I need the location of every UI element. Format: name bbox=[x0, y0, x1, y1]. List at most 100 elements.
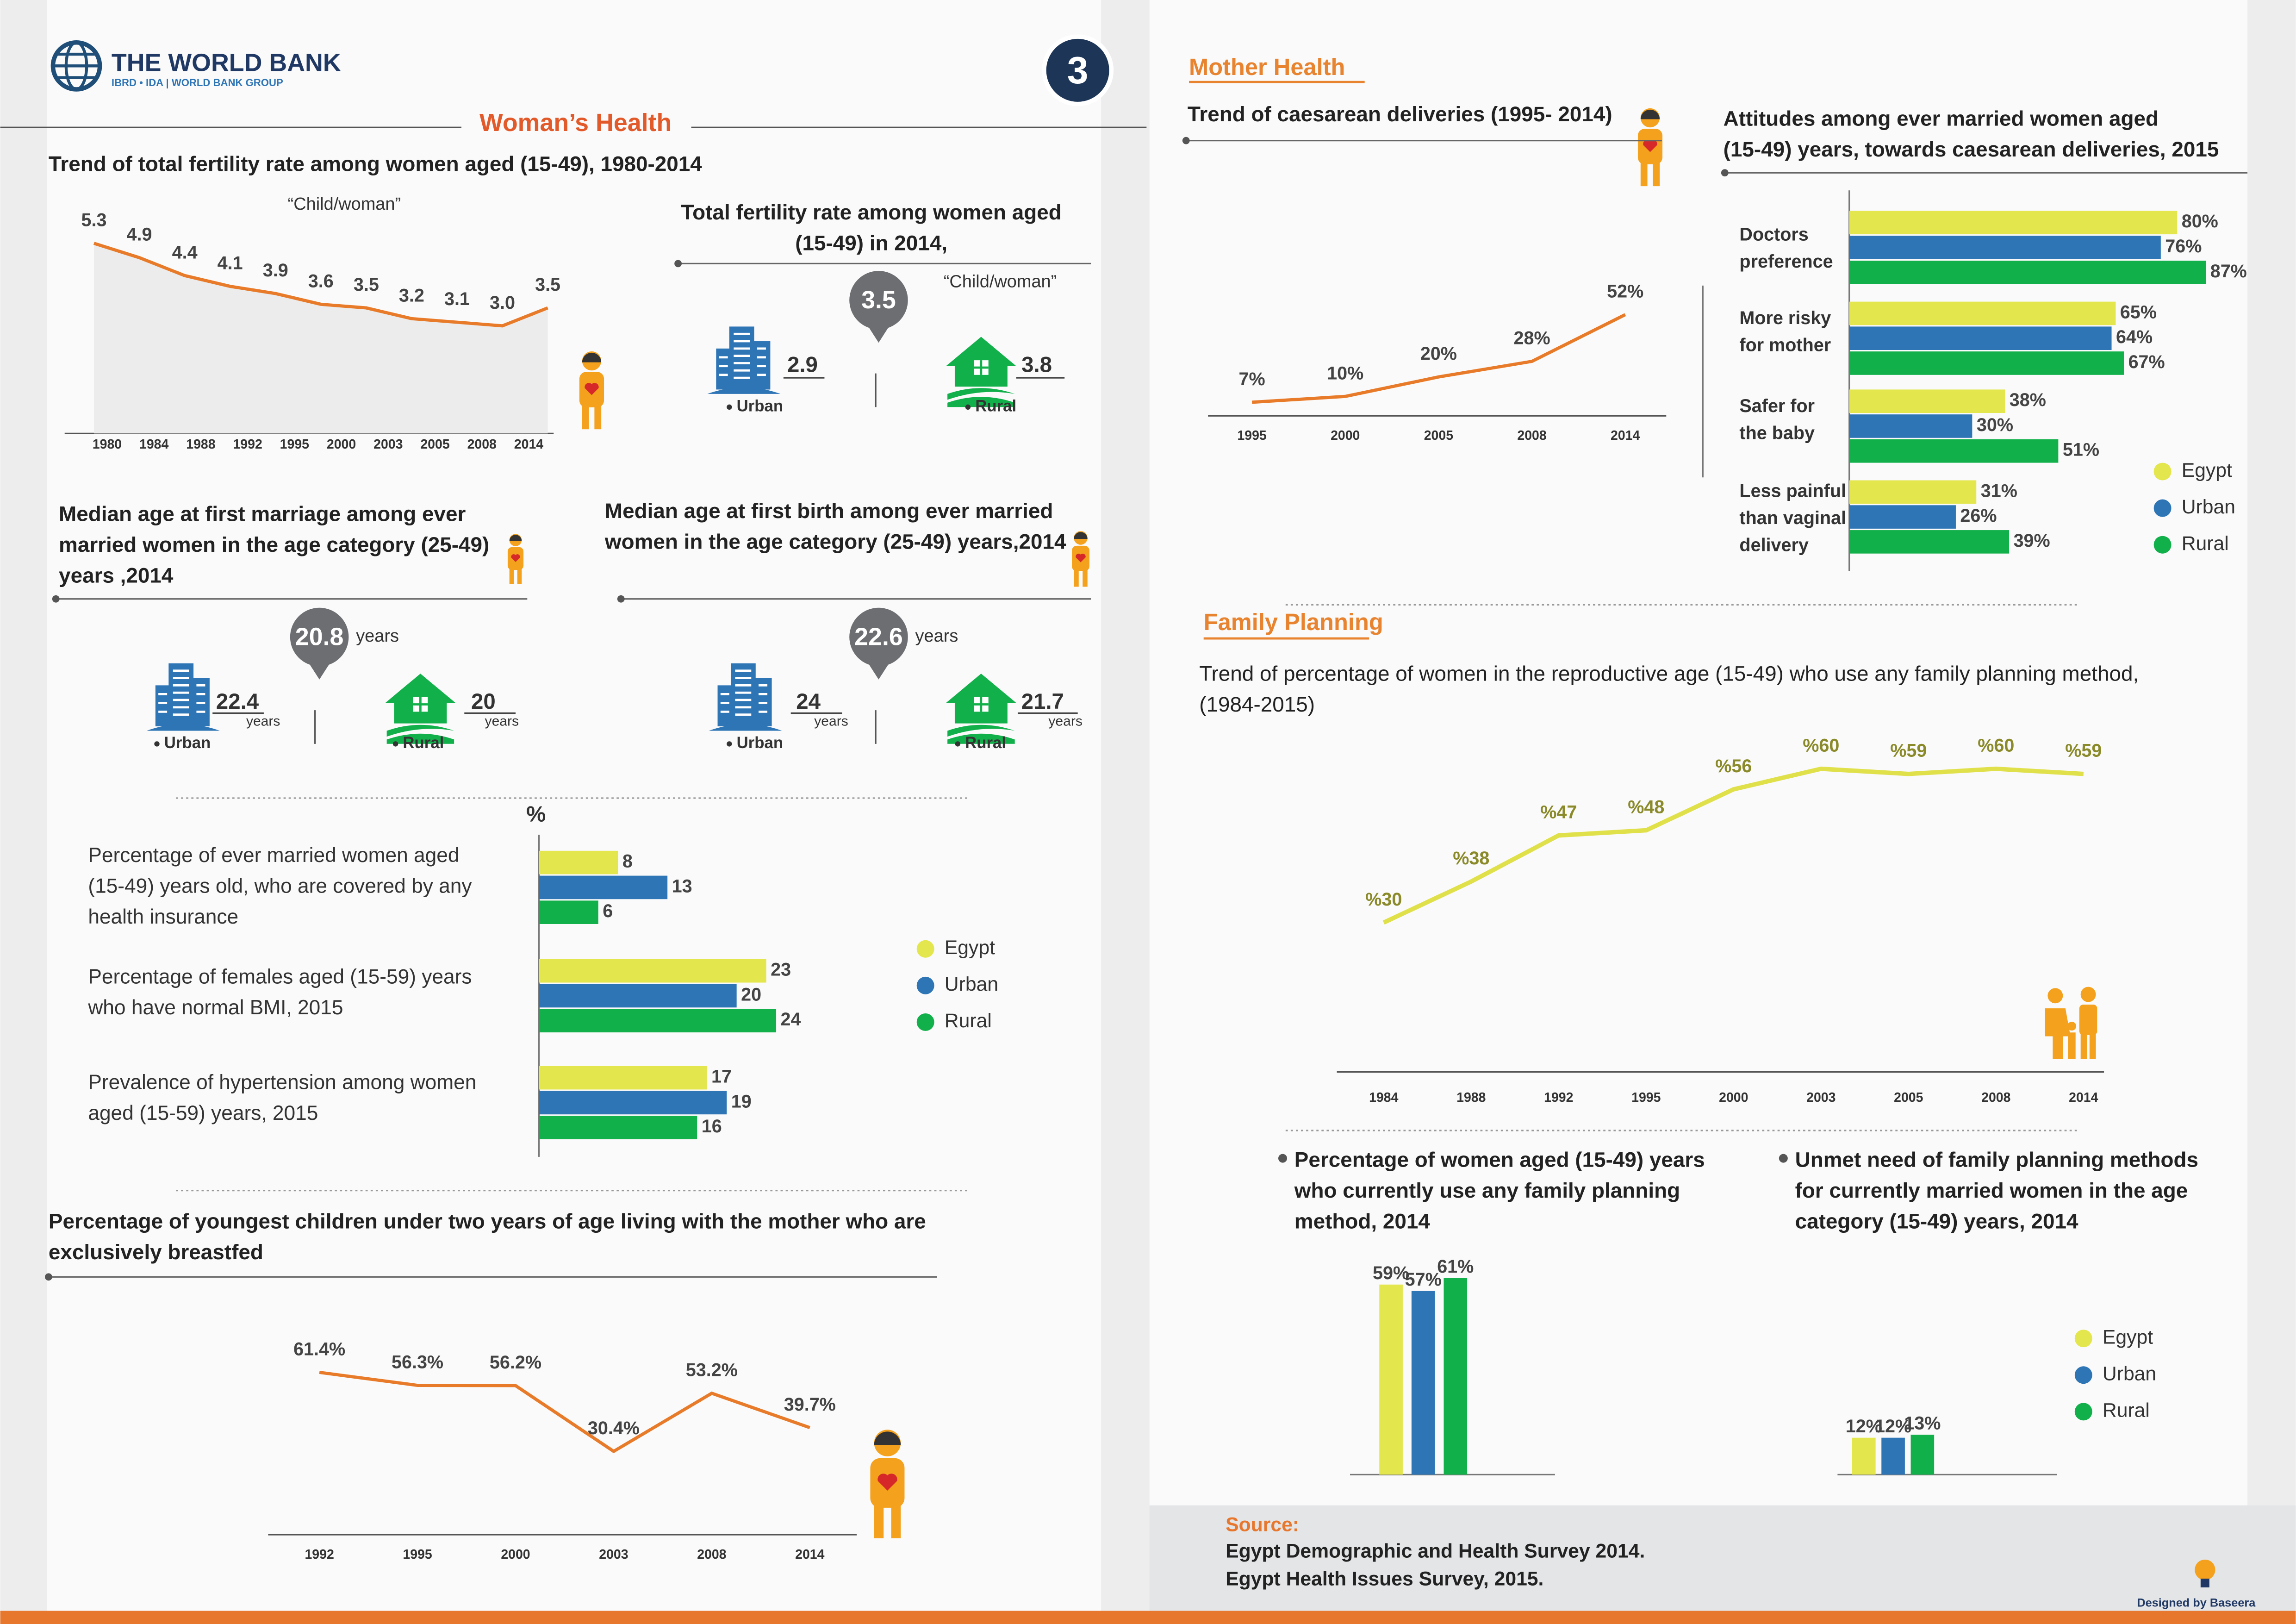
stat-value: 21.7 bbox=[1021, 689, 1064, 714]
value-label: 52% bbox=[1607, 281, 1643, 302]
value-label: 4.9 bbox=[127, 225, 152, 245]
chart-title: women in the age category (25-49) years,… bbox=[604, 530, 1066, 554]
value-label: 12% bbox=[1875, 1416, 1911, 1437]
x-tick-label: 2008 bbox=[467, 437, 497, 452]
x-tick-label: 1992 bbox=[305, 1547, 334, 1562]
category-label: Doctors bbox=[1739, 225, 1808, 245]
line bbox=[1382, 766, 2084, 925]
chart-title: (15-49) years, towards caesarean deliver… bbox=[1724, 137, 2219, 161]
stat-unit: years bbox=[485, 713, 519, 729]
x-tick-label: 2014 bbox=[795, 1547, 824, 1562]
bar bbox=[1379, 1284, 1403, 1475]
x-tick-label: 2014 bbox=[2069, 1090, 2098, 1105]
chart-title: married women in the age category (25-49… bbox=[59, 532, 489, 556]
footer-bar bbox=[0, 1611, 2296, 1624]
bar bbox=[1849, 439, 2059, 463]
unit-label: % bbox=[526, 802, 546, 826]
stat-value: 22.4 bbox=[216, 689, 259, 714]
x-tick-label: 2005 bbox=[1424, 428, 1453, 443]
source-line: Egypt Demographic and Health Survey 2014… bbox=[1226, 1540, 1645, 1562]
x-tick-label: 2008 bbox=[1517, 428, 1546, 443]
category-label: (15-49) years old, who are covered by an… bbox=[88, 875, 472, 898]
stat-value: 24 bbox=[796, 689, 821, 714]
value-label: 53.2% bbox=[686, 1360, 738, 1380]
value-label: 39.7% bbox=[784, 1394, 836, 1415]
pin bbox=[849, 607, 908, 667]
value-label: %30 bbox=[1365, 889, 1402, 910]
left-panel bbox=[47, 0, 1101, 1611]
value-label: 7% bbox=[1239, 369, 1265, 389]
value-label: 6 bbox=[603, 901, 613, 921]
x-tick-label: 2003 bbox=[1806, 1090, 1836, 1105]
pin-tip bbox=[865, 322, 892, 343]
bar bbox=[539, 1091, 727, 1115]
x-tick-label: 2000 bbox=[501, 1547, 530, 1562]
bar bbox=[1881, 1437, 1905, 1475]
x-tick-label: 2014 bbox=[1611, 428, 1640, 443]
value-label: 3.1 bbox=[444, 289, 470, 309]
legend-label: Rural bbox=[2103, 1399, 2150, 1422]
stat-label: Rural bbox=[965, 734, 1006, 752]
value-label: %59 bbox=[1890, 741, 1927, 761]
value-label: 59% bbox=[1373, 1263, 1409, 1283]
bar bbox=[1849, 261, 2206, 284]
bar bbox=[539, 984, 737, 1008]
bullet bbox=[1278, 1154, 1288, 1163]
chart-title: Total fertility rate among women aged bbox=[681, 200, 1062, 224]
category-label: Prevalence of hypertension among women bbox=[88, 1071, 476, 1093]
category-label: Percentage of females aged (15-59) years bbox=[88, 966, 472, 988]
legend-swatch bbox=[2074, 1366, 2092, 1384]
bar bbox=[539, 1116, 697, 1139]
x-tick-label: 2005 bbox=[420, 437, 449, 452]
category-label: Less painful bbox=[1739, 481, 1846, 501]
x-tick-label: 1995 bbox=[280, 437, 309, 452]
chart-title: Median age at first marriage among ever bbox=[59, 502, 466, 526]
rule-dot bbox=[1721, 169, 1729, 177]
bullet bbox=[1779, 1154, 1788, 1163]
value-label: 17 bbox=[711, 1067, 732, 1087]
x-tick-label: 2003 bbox=[599, 1547, 628, 1562]
stat-value: 20 bbox=[471, 689, 496, 714]
chart-title: for currently married women in the age bbox=[1795, 1178, 2188, 1202]
rule-dot bbox=[52, 595, 60, 603]
page-number: 3 bbox=[1067, 50, 1089, 92]
chart-title: Percentage of youngest children under tw… bbox=[49, 1209, 926, 1233]
x-tick-label: 1992 bbox=[233, 437, 262, 452]
credit-icon bbox=[2195, 1559, 2215, 1587]
pin-tip bbox=[306, 659, 333, 680]
bar bbox=[1852, 1437, 1876, 1475]
x-tick-label: 2000 bbox=[1331, 428, 1360, 443]
stat-unit: years bbox=[246, 713, 280, 729]
category-label: health insurance bbox=[88, 906, 238, 928]
bar bbox=[1849, 351, 2124, 375]
value-label: 13% bbox=[1904, 1413, 1941, 1433]
category-label: More risky bbox=[1739, 308, 1831, 328]
legend-swatch bbox=[2153, 536, 2172, 554]
dotted-separator bbox=[176, 604, 2079, 1192]
bar bbox=[1849, 236, 2161, 259]
bullet bbox=[965, 404, 971, 410]
value-label: 51% bbox=[2063, 440, 2099, 460]
x-tick-label: 2014 bbox=[514, 437, 543, 452]
x-tick-label: 2003 bbox=[373, 437, 403, 452]
value-label: 28% bbox=[1513, 328, 1550, 349]
area bbox=[93, 243, 548, 434]
x-tick-label: 1995 bbox=[1237, 428, 1266, 443]
source-box bbox=[1149, 1505, 2296, 1611]
legend-swatch bbox=[2153, 499, 2172, 517]
value-label: 3.5 bbox=[535, 275, 560, 295]
bar bbox=[1411, 1291, 1435, 1475]
value-label: 20 bbox=[741, 984, 761, 1005]
bullet bbox=[955, 741, 960, 747]
section-title: Mother Health bbox=[1189, 54, 1345, 80]
chart-title: (15-49) in 2014, bbox=[795, 231, 947, 255]
stat-label: Rural bbox=[975, 398, 1016, 415]
bar bbox=[1849, 530, 2010, 554]
value-label: 3.9 bbox=[263, 260, 288, 281]
value-label: %38 bbox=[1453, 848, 1489, 868]
stat-label: Urban bbox=[737, 734, 784, 752]
value-label: 23 bbox=[771, 960, 791, 980]
value-label: %48 bbox=[1628, 797, 1664, 818]
rule-dot bbox=[674, 260, 682, 268]
x-tick-label: 2000 bbox=[327, 437, 356, 452]
